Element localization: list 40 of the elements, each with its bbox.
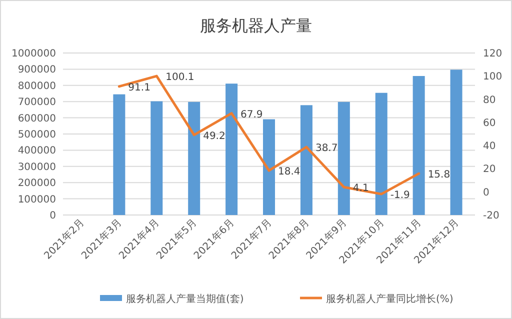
y-tick-label: 600000 [18,113,56,124]
y2-tick-label: -20 [483,210,500,222]
y2-tick-label: 60 [483,118,496,129]
data-label: 18.4 [278,166,300,178]
y-tick-label: 200000 [18,178,56,190]
y-tick-label: 800000 [18,80,56,92]
legend-label: 服务机器人产量同比增长(%) [326,293,454,305]
y2-tick-label: 100 [483,72,502,83]
legend-label: 服务机器人产量当期值(套) [126,293,244,305]
data-label: 91.1 [128,82,150,94]
y-tick-label: 400000 [18,146,56,157]
y2-tick-label: 120 [483,48,502,60]
data-label: 38.7 [315,143,338,154]
y2-tick-label: 80 [483,94,496,106]
y-tick-label: 1000000 [11,48,56,60]
bar [188,102,200,215]
bar [113,94,126,215]
bar [338,102,350,215]
y-tick-label: 300000 [18,162,56,173]
y-tick-label: 100000 [18,194,56,206]
y2-tick-label: 0 [483,187,490,198]
data-label: 67.9 [240,109,263,120]
bar [412,76,425,215]
y-tick-label: 500000 [18,130,56,140]
y-tick-label: 900000 [18,64,56,76]
data-label: 100.1 [166,72,194,84]
chart-title: 服务机器人产量 [200,16,312,35]
bar [226,84,238,215]
y-tick-label: 0 [50,210,56,222]
bar [300,105,312,215]
y2-tick-label: 20 [483,164,496,176]
data-label: 49.2 [203,130,226,142]
data-label: -1.9 [390,190,410,202]
data-label: 15.8 [428,170,450,181]
y2-tick-label: 40 [483,141,496,152]
bar [450,70,462,215]
bar [150,101,163,215]
bar [375,92,388,215]
y-tick-label: 700000 [18,97,56,108]
bar [263,119,275,215]
